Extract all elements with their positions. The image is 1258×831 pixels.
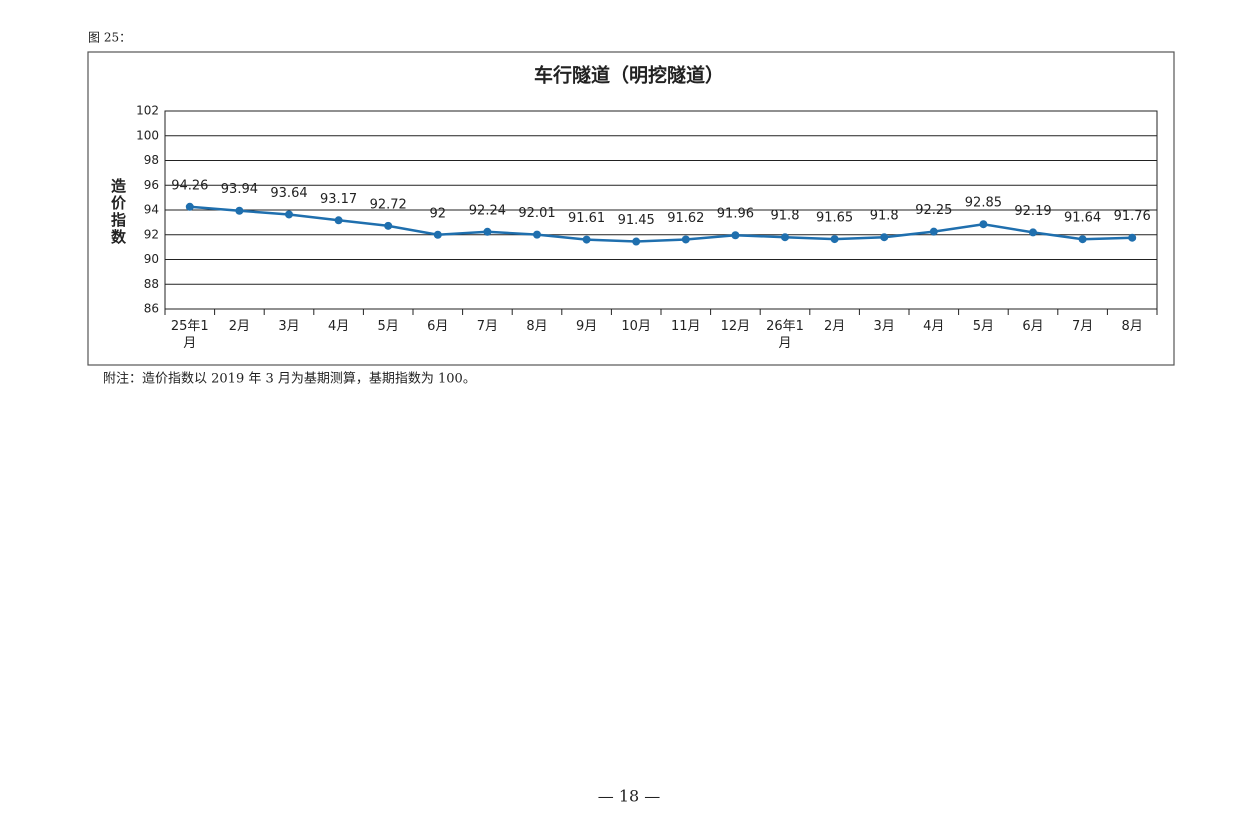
x-tick-label: 5月 — [972, 319, 995, 334]
marker — [433, 230, 442, 239]
chart-frame — [87, 51, 1175, 366]
line — [189, 205, 1133, 243]
y-tick-label: 94 — [144, 203, 159, 217]
y-axis-label: 造价指数 — [111, 177, 127, 246]
marker — [1128, 233, 1137, 242]
data-label: 91.45 — [618, 213, 655, 228]
x-tick-label: 6月 — [427, 319, 449, 334]
marker — [830, 235, 839, 244]
x-tick-label: 25年1月 — [170, 319, 209, 351]
data-label: 92.01 — [518, 206, 555, 221]
data-label: 91.76 — [1114, 209, 1151, 224]
x-tick-label: 9月 — [575, 319, 598, 334]
y-tick-label: 102 — [136, 104, 159, 118]
data-label: 94.26 — [171, 178, 208, 193]
marker — [285, 210, 293, 219]
page-number: — 18 — — [598, 787, 661, 806]
data-label: 92.85 — [965, 196, 1002, 211]
x-tick-label: 3月 — [278, 319, 300, 334]
data-label: 92.24 — [469, 203, 506, 218]
y-tick-label: 88 — [144, 277, 159, 291]
marker — [880, 233, 889, 242]
data-label: 91.8 — [870, 209, 899, 224]
marker — [731, 231, 740, 240]
x-tick-label: 2月 — [823, 319, 846, 334]
marker — [632, 237, 641, 246]
x-tick-label: 4月 — [923, 319, 945, 334]
y-tick-label: 100 — [136, 128, 159, 142]
x-tick-label: 2月 — [228, 319, 251, 334]
x-tick-label: 26年1月 — [766, 319, 804, 351]
x-tick-label: 7月 — [1071, 319, 1094, 334]
x-tick-label: 3月 — [873, 319, 895, 334]
marker — [384, 221, 393, 230]
marker — [235, 206, 244, 215]
y-tick-label: 86 — [144, 302, 159, 316]
x-tick-label: 11月 — [671, 319, 701, 334]
x-tick-label: 6月 — [1022, 319, 1044, 334]
marker — [582, 235, 591, 244]
x-tick-label: 10月 — [621, 319, 651, 334]
x-tick-label: 8月 — [1121, 319, 1143, 334]
data-label: 93.64 — [270, 186, 307, 201]
marker — [483, 227, 492, 236]
data-label: 93.94 — [221, 182, 258, 197]
marker — [1078, 235, 1087, 244]
x-tick-label: 12月 — [720, 319, 751, 334]
data-label: 93.17 — [320, 192, 357, 207]
data-label: 91.8 — [771, 209, 800, 224]
y-tick-label: 96 — [144, 178, 159, 192]
marker — [1029, 228, 1037, 237]
data-label: 92.19 — [1014, 204, 1051, 219]
marker — [781, 233, 789, 242]
y-tick-label: 98 — [144, 153, 159, 167]
marker — [185, 202, 194, 211]
x-tick-label: 5月 — [377, 319, 399, 334]
data-label: 91.61 — [568, 211, 605, 226]
marker — [929, 227, 938, 236]
marker — [979, 220, 988, 229]
data-label: 92 — [430, 206, 447, 221]
x-tick-label: 4月 — [327, 319, 350, 334]
chart-title: 车行隧道（明挖隧道） — [534, 64, 724, 87]
caption: 图 25： — [88, 31, 131, 45]
marker — [334, 216, 343, 225]
marker — [681, 235, 690, 244]
x-tick-label: 8月 — [526, 319, 548, 334]
data-label: 91.64 — [1064, 211, 1101, 226]
data-label: 92.72 — [370, 197, 407, 212]
marker — [533, 230, 541, 239]
data-label: 91.65 — [816, 211, 853, 226]
data-label: 92.25 — [915, 203, 952, 218]
data-label: 91.96 — [717, 207, 754, 222]
y-tick-label: 92 — [144, 227, 159, 241]
x-tick-label: 7月 — [476, 319, 499, 334]
data-label: 91.62 — [667, 211, 704, 226]
y-tick-label: 90 — [144, 252, 159, 266]
note: 附注：造价指数以 2019 年 3 月为基期测算，基期指数为 100。 — [103, 372, 476, 387]
